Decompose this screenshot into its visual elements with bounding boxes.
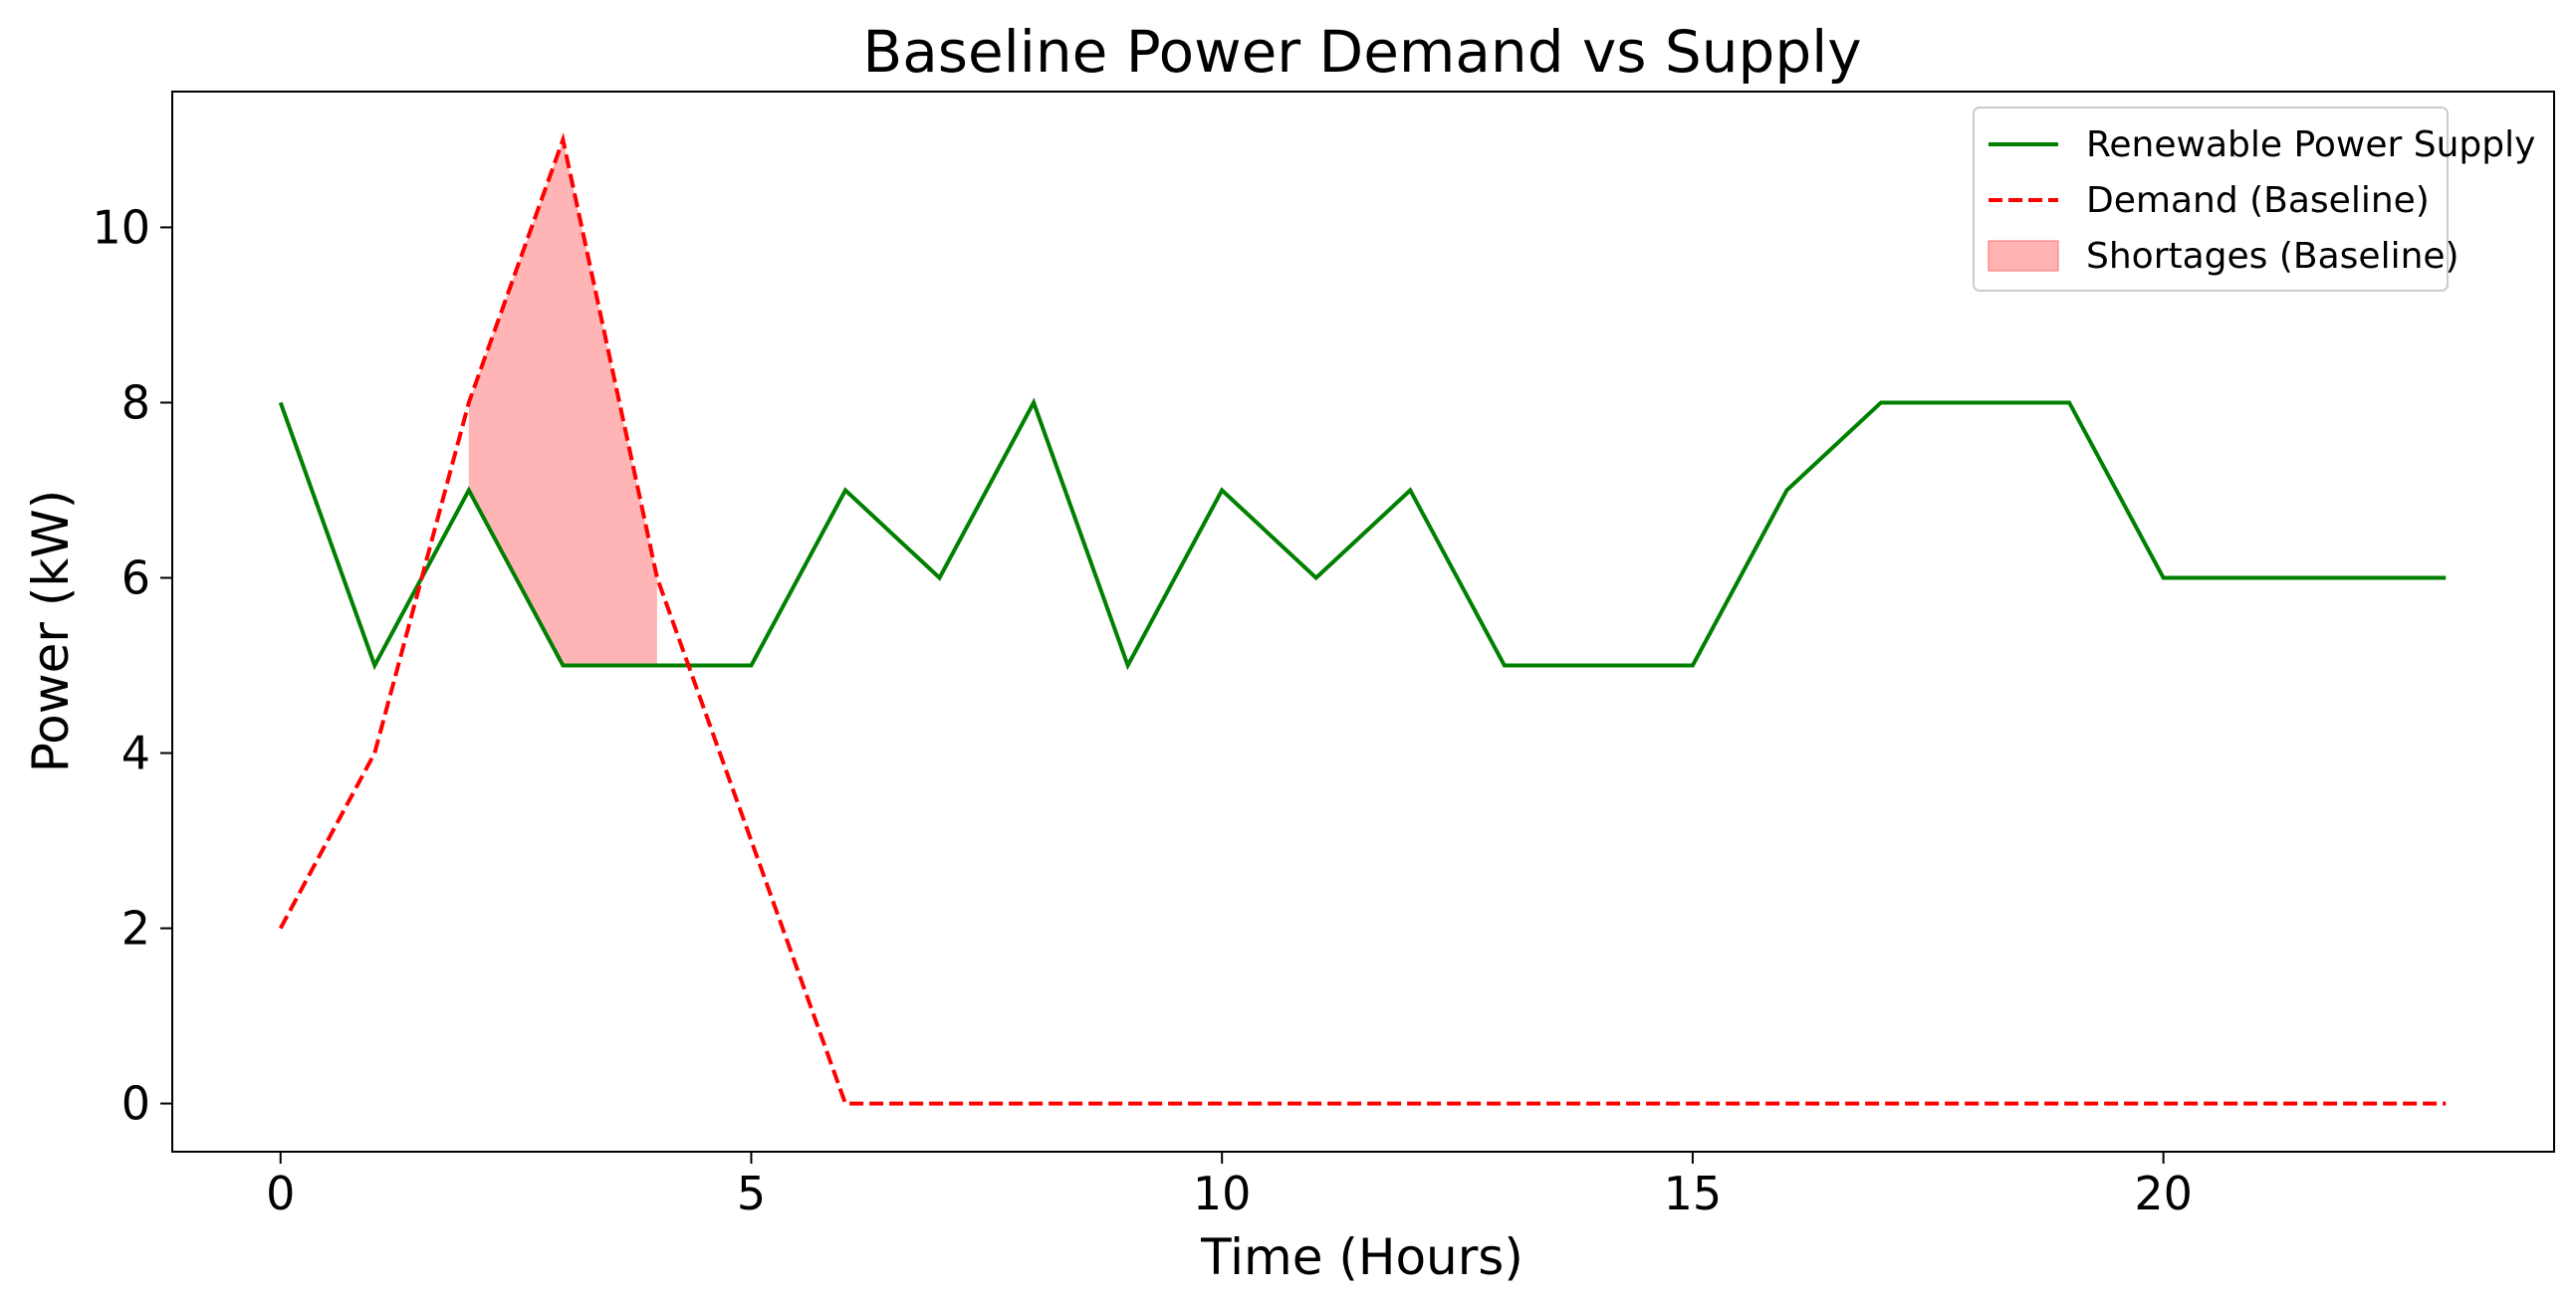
y-tick-label: 6: [121, 550, 150, 604]
chart-title: Baseline Power Demand vs Supply: [862, 18, 1861, 86]
legend-supply-label: Renewable Power Supply: [2086, 124, 2535, 165]
y-tick-label: 8: [121, 375, 150, 429]
legend-shortage-swatch: [1988, 240, 2059, 272]
plot-area: 0 5 10 15 20 0 2 4 6 8 10: [92, 91, 2555, 1220]
shortage-fill-area: [468, 139, 657, 666]
y-tick-label: 0: [121, 1077, 150, 1131]
supply-line: [278, 397, 2447, 671]
legend-demand-label: Demand (Baseline): [2086, 180, 2430, 221]
x-tick-label: 5: [737, 1167, 766, 1220]
legend-shortage-label: Shortages (Baseline): [2086, 236, 2459, 277]
x-tick-label: 10: [1193, 1167, 1252, 1220]
axes-frame: [171, 91, 2555, 1153]
legend: Renewable Power Supply Demand (Baseline)…: [1973, 107, 2535, 292]
legend-box: [1973, 107, 2449, 292]
x-tick-label: 15: [1664, 1167, 1723, 1220]
x-tick-label: 20: [2134, 1167, 2193, 1220]
x-tick-label: 0: [266, 1167, 295, 1220]
demand-line: [278, 132, 2447, 1106]
y-tick-label: 4: [121, 727, 150, 780]
x-axis-label: Time (Hours): [1200, 1228, 1523, 1286]
y-tick-label: 2: [121, 902, 150, 956]
y-axis-label: Power (kW): [22, 490, 80, 772]
y-tick-label: 10: [92, 200, 150, 254]
